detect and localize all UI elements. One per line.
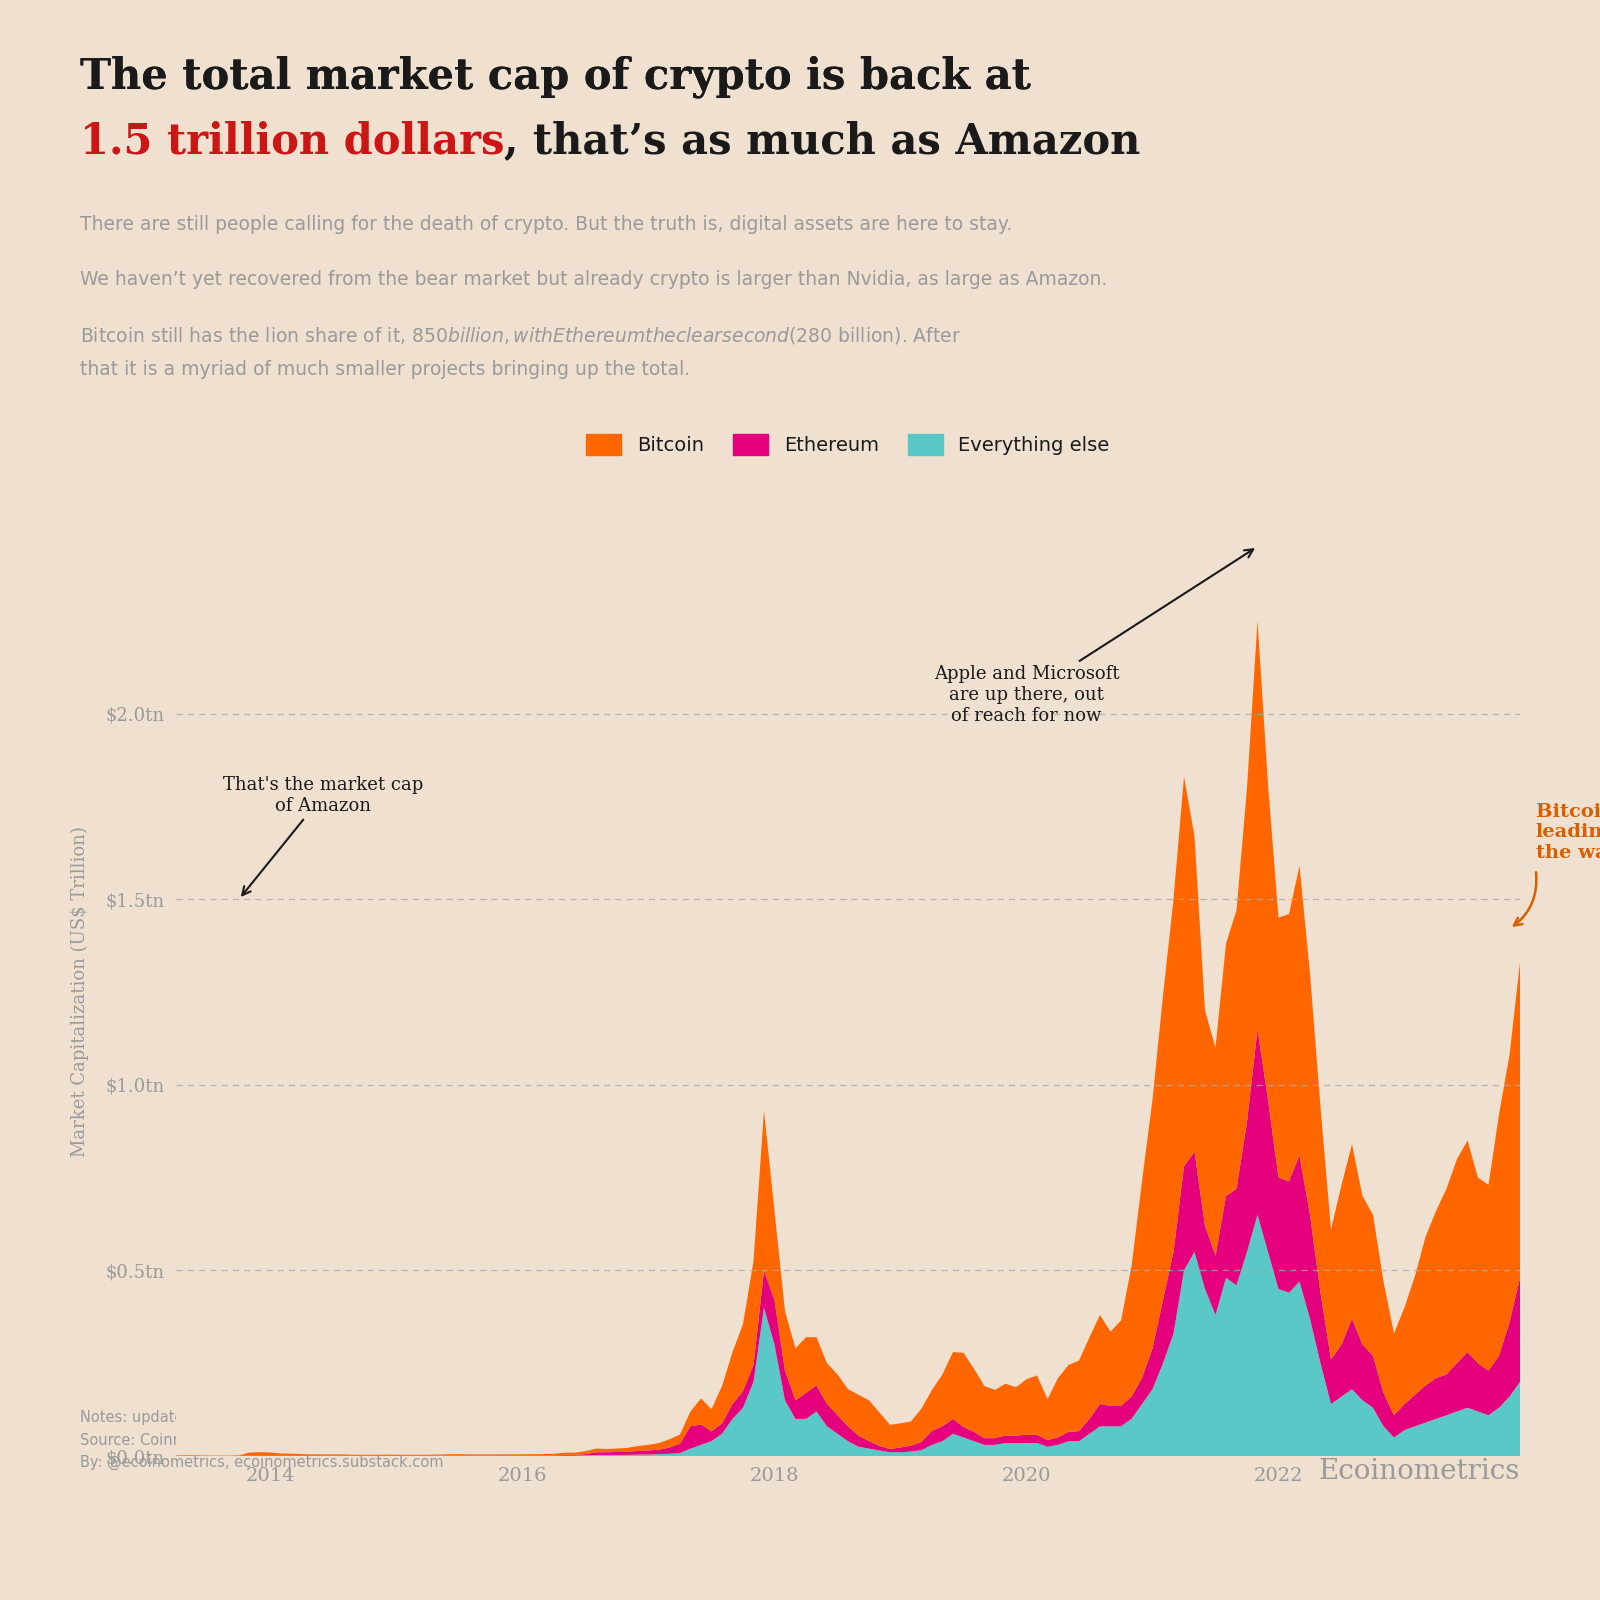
Text: , that’s as much as Amazon: , that’s as much as Amazon [504,120,1141,162]
Text: There are still people calling for the death of crypto. But the truth is, digita: There are still people calling for the d… [80,214,1013,234]
Text: Bitcoin is
leading
the way: Bitcoin is leading the way [1536,803,1600,862]
Text: That's the market cap
of Amazon: That's the market cap of Amazon [222,776,422,896]
Legend: Bitcoin, Ethereum, Everything else: Bitcoin, Ethereum, Everything else [579,426,1117,462]
Text: The total market cap of crypto is back at: The total market cap of crypto is back a… [80,56,1030,99]
Y-axis label: Market Capitalization (US$ Trillion): Market Capitalization (US$ Trillion) [70,827,90,1157]
Text: 1.5 trillion dollars: 1.5 trillion dollars [80,120,504,162]
Text: We haven’t yet recovered from the bear market but already crypto is larger than : We haven’t yet recovered from the bear m… [80,270,1107,290]
Text: Ecoinometrics: Ecoinometrics [1318,1458,1520,1485]
Text: The total market cap of crypto is back at: The total market cap of crypto is back a… [80,54,1030,98]
Text: Notes: updated December 08, 2023, monthly data
Source: Coinmarketcap
By: @ecoino: Notes: updated December 08, 2023, monthl… [80,1410,450,1470]
Text: Apple and Microsoft
are up there, out
of reach for now: Apple and Microsoft are up there, out of… [934,549,1253,725]
Text: that it is a myriad of much smaller projects bringing up the total.: that it is a myriad of much smaller proj… [80,360,690,379]
Text: Bitcoin still has the lion share of it, $850 billion, with Ethereum the clear se: Bitcoin still has the lion share of it, … [80,325,962,346]
